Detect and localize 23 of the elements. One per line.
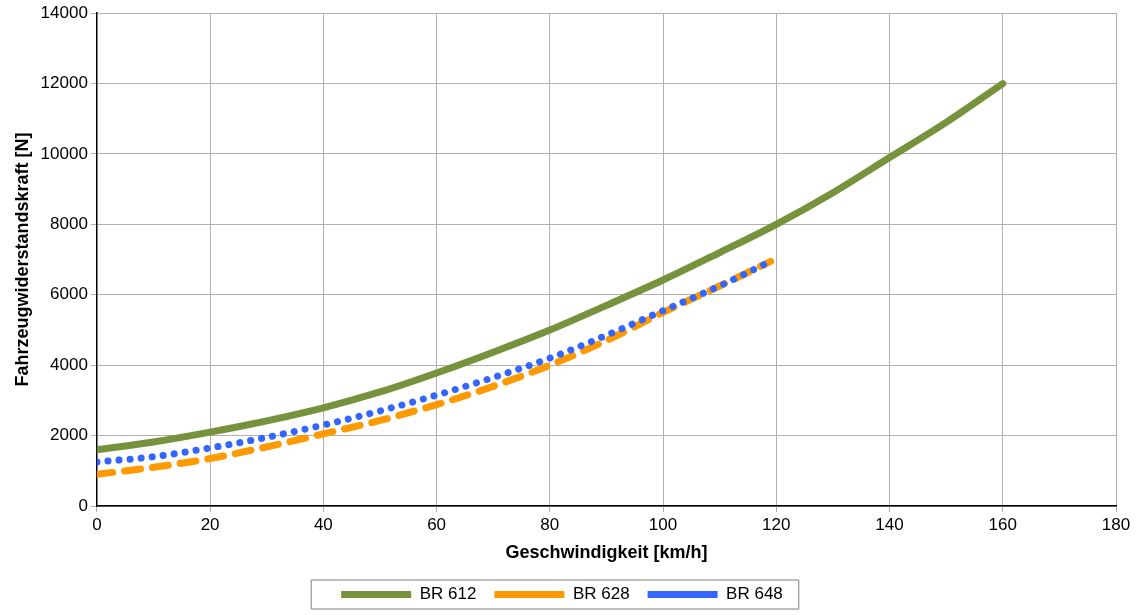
x-axis-title: Geschwindigkeit [km/h]	[505, 542, 708, 563]
y-tick-label: 12000	[40, 73, 88, 93]
x-tick-label: 140	[875, 514, 904, 534]
y-tick-label: 0	[78, 495, 88, 515]
legend-label: BR 628	[572, 584, 630, 604]
y-tick-label: 8000	[50, 214, 88, 234]
x-tick-label: 80	[540, 514, 560, 534]
y-tick-label: 4000	[50, 354, 88, 374]
x-tick-label: 60	[427, 514, 447, 534]
x-tick-label: 120	[762, 514, 791, 534]
y-tick-label: 10000	[40, 143, 88, 163]
x-tick-label: 160	[988, 514, 1017, 534]
y-axis-title: Fahrzeugwiderstandskraft [N]	[11, 132, 32, 387]
legend-label: BR 648	[726, 584, 783, 604]
y-tick-label: 14000	[40, 2, 88, 22]
x-tick-label: 100	[648, 514, 678, 534]
legend-label: BR 612	[419, 584, 477, 604]
x-tick-label: 20	[200, 514, 220, 534]
x-tick-label: 0	[92, 514, 102, 534]
y-tick-label: 6000	[50, 284, 88, 304]
x-tick-label: 180	[1101, 514, 1131, 534]
y-tick-label: 2000	[50, 425, 88, 445]
x-tick-label: 40	[313, 514, 333, 534]
